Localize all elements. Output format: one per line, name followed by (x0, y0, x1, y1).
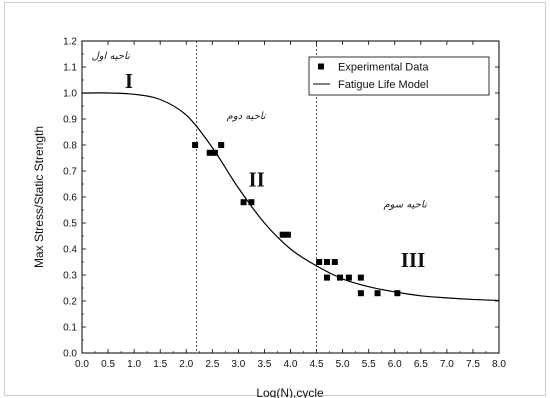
experimental-markers (192, 142, 401, 297)
x-tick-label: 1.5 (153, 359, 167, 370)
experimental-data-point (316, 259, 323, 265)
x-tick-label: 8.0 (492, 359, 506, 370)
region-persian-label: ناحیه سوم (384, 199, 429, 210)
x-tick-label: 3.0 (231, 359, 245, 370)
experimental-data-point (345, 274, 352, 281)
y-tick-label: 0.3 (63, 271, 77, 282)
experimental-data-point (323, 274, 330, 281)
x-tick-label: 5.5 (362, 359, 376, 370)
region-persian-label: ناحیه اول (91, 51, 131, 62)
experimental-data-point (240, 199, 247, 206)
experimental-data-point (357, 274, 364, 281)
x-tick-label: 6.0 (388, 359, 402, 370)
y-tick-label: 0.2 (63, 297, 77, 308)
experimental-data-point (218, 142, 225, 148)
x-tick-label: 1.0 (127, 359, 141, 370)
y-tick-label: 0.5 (63, 219, 77, 230)
x-axis-title: Log(N),cycle (256, 386, 324, 398)
legend-label-model: Fatigue Life Model (338, 79, 429, 91)
experimental-data-point (211, 149, 218, 156)
experimental-data-point (374, 290, 381, 297)
region-numeral: II (248, 168, 264, 192)
legend: Experimental Data Fatigue Life Model (308, 56, 490, 96)
x-tick-label: 4.0 (284, 359, 298, 370)
experimental-data-point (323, 259, 330, 265)
x-tick-label: 7.5 (466, 359, 480, 370)
y-tick-label: 1.2 (63, 37, 77, 48)
region-numeral: I (125, 69, 133, 93)
legend-marker-experimental (318, 63, 324, 70)
x-tick-label: 0.5 (101, 359, 115, 370)
experimental-data-point (337, 274, 344, 281)
x-tick-label: 2.5 (205, 359, 219, 370)
region-numeral: III (401, 248, 426, 272)
x-tick-label: 2.0 (179, 359, 193, 370)
legend-label-experimental: Experimental Data (338, 62, 429, 74)
experimental-data-point (248, 199, 255, 206)
region-persian-label: ناحیه دوم (227, 111, 267, 122)
y-tick-label: 0.9 (63, 115, 77, 126)
fatigue-life-model-line (81, 92, 500, 302)
x-tick-label: 7.0 (440, 359, 454, 370)
experimental-data-point (192, 142, 199, 148)
x-tick-label: 0.0 (75, 359, 89, 370)
experimental-data-point (206, 149, 213, 156)
legend-box (308, 56, 490, 96)
experimental-data-point (394, 290, 401, 297)
experimental-data-point (279, 231, 286, 238)
x-tick-label: 6.5 (414, 359, 428, 370)
x-tick-label: 5.0 (336, 359, 350, 370)
experimental-data-point (284, 231, 291, 238)
y-tick-label: 0.8 (63, 141, 77, 152)
y-tick-label: 1.0 (63, 89, 77, 100)
y-axis-title: Max Stress/Static Strength (32, 126, 46, 268)
y-tick-label: 0.7 (63, 167, 77, 178)
axes: 0.0 0.5 1.0 1.5 2.0 2.5 3.0 3.5 4.0 4.5 5.0 5.5 6.0 6… (63, 37, 506, 371)
experimental-data-point (331, 259, 338, 265)
y-tick-label: 0.4 (63, 245, 77, 256)
y-tick-label: 1.1 (63, 63, 77, 74)
x-tick-label: 3.5 (257, 359, 271, 370)
x-tick-label: 4.5 (310, 359, 324, 370)
experimental-data-point (357, 290, 364, 297)
y-tick-label: 0.6 (63, 193, 77, 204)
model-curve (81, 92, 500, 302)
y-tick-label: 0.0 (63, 349, 77, 360)
y-tick-label: 0.1 (63, 323, 77, 334)
